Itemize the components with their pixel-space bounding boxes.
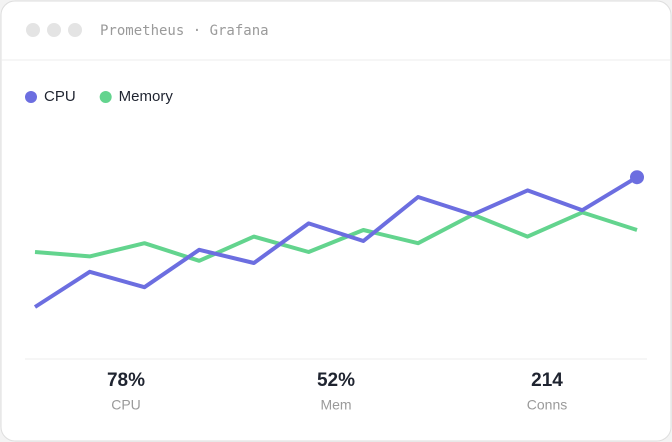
stat-label: CPU	[111, 397, 141, 413]
stat-label: Mem	[320, 397, 351, 413]
stat-value: 78%	[107, 370, 145, 391]
legend-dot	[25, 91, 37, 103]
window-title: Prometheus · Grafana	[100, 23, 269, 39]
window-dot[interactable]	[47, 23, 61, 37]
legend-label: Memory	[119, 88, 174, 105]
legend-label: CPU	[44, 88, 76, 105]
end-point	[630, 170, 644, 185]
series-line	[34, 210, 638, 263]
legend-dot	[99, 91, 112, 103]
stat-value: 214	[531, 370, 563, 391]
stat-value: 52%	[317, 370, 355, 391]
window-dot[interactable]	[68, 23, 82, 37]
window-dot[interactable]	[26, 23, 40, 37]
series-line	[33, 175, 639, 309]
stat-label: Conns	[527, 397, 567, 413]
